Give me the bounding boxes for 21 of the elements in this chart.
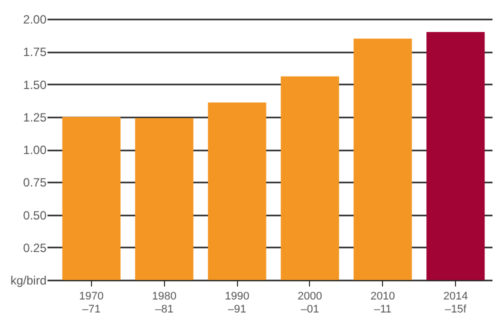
x-tick-label: 2014 –15f <box>443 290 468 316</box>
bar <box>62 116 121 280</box>
x-tick-label: 1970 –71 <box>79 290 104 316</box>
bar <box>208 102 266 280</box>
y-tick-label: 1.75 <box>23 45 47 60</box>
x-tick-label: 2000 –01 <box>298 290 322 316</box>
bar <box>135 118 194 280</box>
y-tick-label: 0.50 <box>23 208 47 222</box>
y-tick-label: 0.25 <box>23 240 47 255</box>
y-tick-label: 0.75 <box>23 176 47 190</box>
x-tick-label: 2010 –11 <box>370 290 395 316</box>
y-tick-label: 1.00 <box>23 143 47 157</box>
y-tick-label: 1.25 <box>23 110 47 124</box>
x-tick-label: 1980 –81 <box>152 290 176 316</box>
bar <box>426 32 485 280</box>
y-tick-label: 2.00 <box>23 12 47 26</box>
bar <box>354 38 412 280</box>
x-tick-label: 1990 –91 <box>224 290 250 316</box>
bar <box>280 76 340 280</box>
y-tick-label: kg/bird <box>10 274 46 288</box>
y-tick-label: 1.50 <box>23 78 47 92</box>
